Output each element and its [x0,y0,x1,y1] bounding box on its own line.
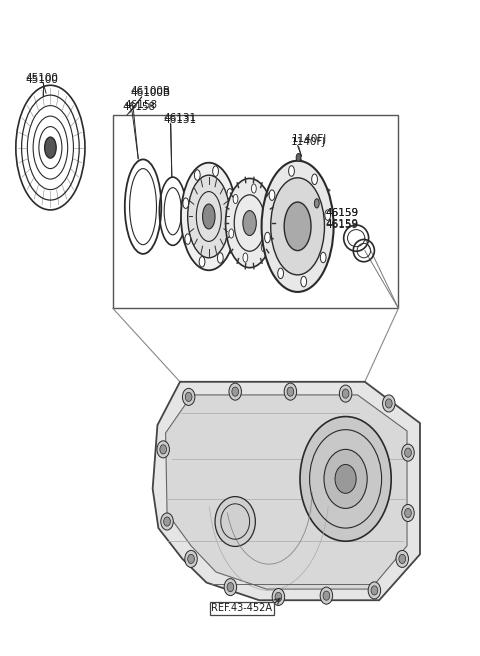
Ellipse shape [371,586,378,595]
Ellipse shape [243,253,248,262]
Polygon shape [153,382,420,600]
Ellipse shape [182,388,195,405]
Ellipse shape [271,178,324,275]
Text: 46131: 46131 [163,115,196,125]
Ellipse shape [402,444,414,461]
Ellipse shape [215,497,255,546]
Ellipse shape [396,550,408,567]
Ellipse shape [324,449,367,508]
Ellipse shape [45,137,56,158]
Ellipse shape [164,517,170,526]
Ellipse shape [188,554,194,564]
Ellipse shape [314,199,319,208]
Ellipse shape [265,208,270,217]
Ellipse shape [243,211,256,236]
Ellipse shape [252,184,256,193]
Ellipse shape [402,504,414,522]
Ellipse shape [335,464,356,493]
Ellipse shape [199,256,205,267]
Ellipse shape [287,387,294,396]
Ellipse shape [203,204,215,229]
Ellipse shape [227,188,233,199]
Ellipse shape [368,582,381,599]
Ellipse shape [227,583,234,592]
Ellipse shape [275,592,282,602]
Ellipse shape [385,399,392,408]
Ellipse shape [284,383,297,400]
Ellipse shape [284,202,311,251]
Text: 45100: 45100 [25,73,58,83]
Ellipse shape [320,253,326,263]
Ellipse shape [312,174,317,184]
Ellipse shape [229,224,235,235]
Ellipse shape [323,591,330,600]
Ellipse shape [342,389,349,398]
Ellipse shape [320,587,333,604]
Ellipse shape [325,210,331,220]
Ellipse shape [269,190,275,200]
Ellipse shape [160,445,167,454]
Ellipse shape [296,154,301,161]
Ellipse shape [229,229,234,238]
Ellipse shape [300,417,391,541]
Text: 45100: 45100 [25,75,58,85]
Text: REF.43-452A: REF.43-452A [211,604,272,613]
Ellipse shape [264,232,270,243]
Text: 46100B: 46100B [131,88,170,98]
Ellipse shape [229,383,241,400]
Ellipse shape [185,550,197,567]
Ellipse shape [224,579,237,596]
Text: 1140FJ: 1140FJ [291,137,326,147]
Ellipse shape [185,234,191,245]
Ellipse shape [405,508,411,518]
Ellipse shape [272,588,285,605]
Ellipse shape [233,194,238,203]
Ellipse shape [232,387,239,396]
Ellipse shape [161,513,173,530]
Text: 46159: 46159 [325,209,359,218]
Ellipse shape [339,385,352,402]
Ellipse shape [213,166,218,176]
Ellipse shape [278,268,284,279]
Ellipse shape [405,448,411,457]
Ellipse shape [185,392,192,401]
Ellipse shape [194,170,200,180]
Text: 46100B: 46100B [131,87,170,96]
Ellipse shape [226,178,274,268]
Text: 1140FJ: 1140FJ [292,134,327,144]
Text: 46131: 46131 [163,113,196,123]
Text: 46159: 46159 [325,220,359,230]
Text: 46158: 46158 [122,102,156,112]
Ellipse shape [157,441,169,458]
Text: 46159: 46159 [325,208,359,218]
Ellipse shape [217,253,223,263]
Ellipse shape [288,166,294,176]
Ellipse shape [301,276,307,287]
Ellipse shape [183,198,189,209]
Ellipse shape [399,554,406,564]
Text: 46158: 46158 [125,100,158,110]
Ellipse shape [383,395,395,412]
Bar [113,115,398,308]
Text: 46159: 46159 [325,219,359,229]
Ellipse shape [261,243,266,252]
Polygon shape [166,395,407,589]
Ellipse shape [181,163,237,270]
Ellipse shape [262,161,334,292]
Ellipse shape [188,175,230,258]
